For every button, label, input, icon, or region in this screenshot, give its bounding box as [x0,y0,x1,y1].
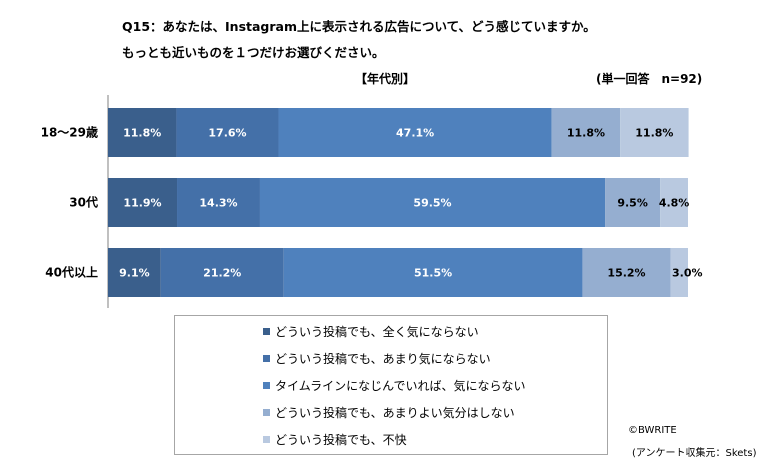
data-label: 9.5% [617,197,648,210]
data-label: 9.1% [119,267,150,280]
legend-label: どういう投稿でも、全く気にならない [275,325,479,339]
legend-swatch [263,382,270,389]
legend-item: タイムラインになじんでいれば、気にならない [263,377,526,394]
question-title-line-2: もっとも近いものを１つだけお選びください。 [122,45,385,60]
sample-size-note: (単一回答 n=92) [596,72,703,86]
data-label: 59.5% [413,197,451,210]
bar-segment [176,108,279,157]
bar-segment [670,248,688,297]
bar-segment [582,248,671,297]
data-label: 15.2% [607,267,645,280]
question-title-line-1: Q15：あなたは、Instagram上に表示される広告について、どう感じています… [122,19,596,34]
age-group-sub-label: 【年代別】 [355,72,416,86]
data-label: 3.0% [672,267,703,280]
legend-label: どういう投稿でも、あまりよい気分はしない [275,406,515,420]
bar-segment [551,108,621,157]
legend-item: どういう投稿でも、全く気にならない [263,323,479,340]
legend-label: タイムラインになじんでいれば、気にならない [275,379,526,393]
bar-segment [283,248,583,297]
legend-swatch [263,328,270,335]
copyright-credit: ©BWRITE [628,425,677,436]
bar-segment [605,178,661,227]
bar-segment [108,248,161,297]
bar-segment [278,108,552,157]
data-label: 47.1% [396,127,434,140]
category-label: 18〜29歳 [41,125,98,140]
bar-segment [108,178,178,227]
plot-area: 18〜29歳 11.8% 17.6% 47.1% 11.8% 11.8% 30代 11.9% 1… [41,95,703,308]
data-label: 51.5% [414,267,452,280]
bar-segment [108,108,177,157]
category-label: 40代以上 [45,265,98,280]
data-label: 11.8% [123,127,161,140]
legend-item: どういう投稿でも、あまりよい気分はしない [263,404,515,421]
legend-label: どういう投稿でも、あまり気にならない [275,352,491,366]
bar-segment [620,108,689,157]
category-label: 30代 [69,195,98,210]
data-label: 17.6% [208,127,246,140]
data-label: 4.8% [659,197,690,210]
legend-swatch [263,355,270,362]
legend-label: どういう投稿でも、不快 [275,433,407,447]
legend-swatch [263,409,270,416]
legend-item: どういう投稿でも、あまり気にならない [263,350,491,367]
data-label: 21.2% [203,267,241,280]
data-label: 11.8% [635,127,673,140]
survey-source: (アンケート収集元：Skets) [632,448,757,459]
chart-legend: どういう投稿でも、全く気にならない どういう投稿でも、あまり気にならないタイムライ… [174,315,608,455]
bar-segment [660,178,688,227]
question-title: Q15：あなたは、Instagram上に表示される広告について、どう感じています… [122,14,596,66]
data-label: 11.8% [567,127,605,140]
data-label: 14.3% [199,197,237,210]
data-label: 11.9% [123,197,161,210]
bar-segment [259,178,606,227]
legend-swatch [263,436,270,443]
bar-segment [177,178,260,227]
legend-item: どういう投稿でも、不快 [263,431,407,448]
bar-segment [160,248,284,297]
